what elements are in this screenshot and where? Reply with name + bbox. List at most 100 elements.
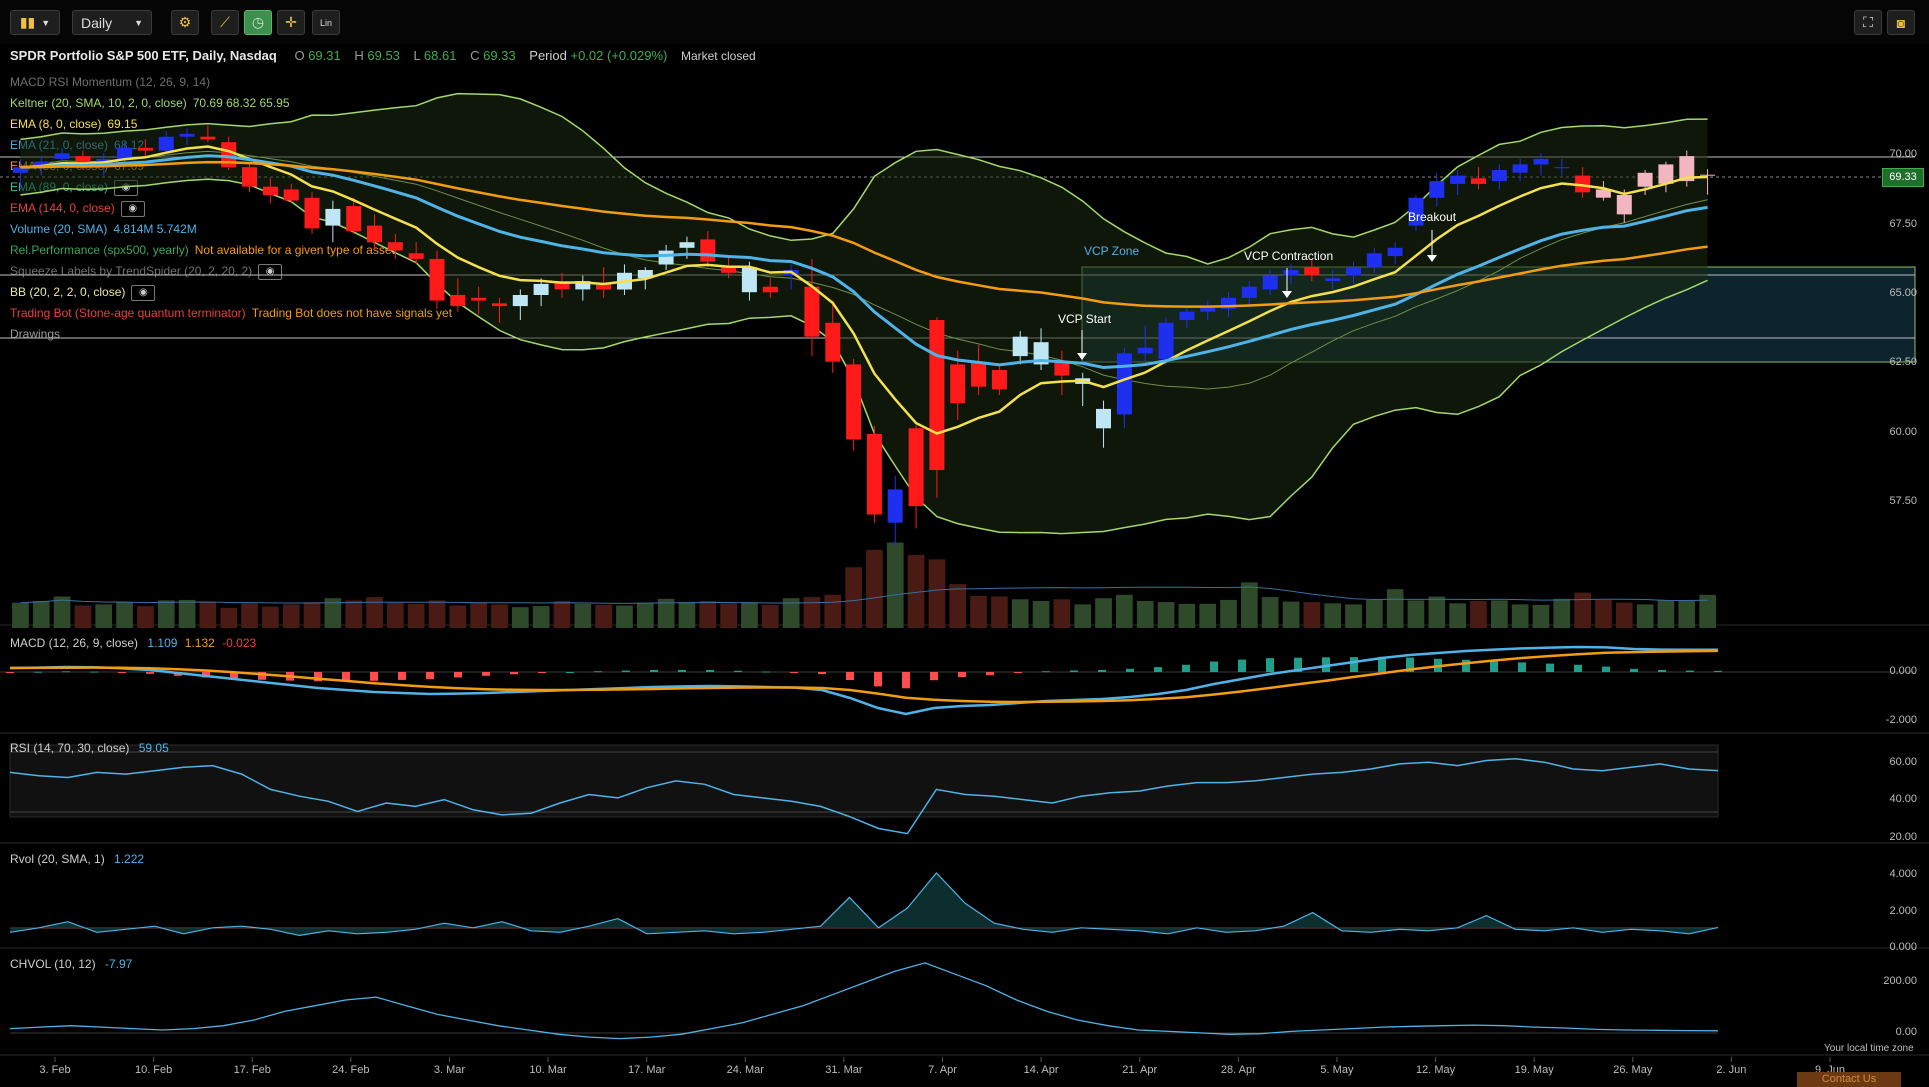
annotation-vcp-start: VCP Start — [1058, 312, 1112, 326]
overlay-row[interactable]: EMA (8, 0, close) 69.15 — [10, 117, 143, 131]
clock-button[interactable]: ◷ — [244, 10, 272, 35]
indicators-button[interactable]: ⟋ — [211, 10, 239, 35]
timeframe-label: Daily — [81, 14, 113, 31]
high-label: H — [354, 48, 364, 63]
time-tick-label: 3. Mar — [433, 1064, 466, 1076]
volume-bar — [1678, 601, 1696, 628]
macd-histogram-bar — [1714, 670, 1722, 672]
rvol-tick-0: 4.000 — [1889, 868, 1917, 880]
rsi-legend: RSI (14, 70, 30, close) 59.05 — [10, 741, 169, 755]
candle-body — [429, 258, 445, 301]
candle-body — [1658, 164, 1674, 184]
overlay-row[interactable]: Volume (20, SMA) 4.814M 5.742M — [10, 222, 203, 236]
macd-v2: 1.132 — [184, 636, 215, 650]
settings-button[interactable]: ⚙ — [171, 10, 199, 35]
candle-body — [283, 189, 299, 201]
candle-body — [1387, 247, 1403, 257]
overlay-row[interactable]: Keltner (20, SMA, 10, 2, 0, close) 70.69 … — [10, 96, 296, 110]
macd-histogram-bar — [1322, 657, 1330, 672]
fullscreen-button[interactable]: ⛶ — [1854, 10, 1882, 35]
volume-bar — [1511, 604, 1529, 628]
overlay-row[interactable]: Rel.Performance (spx500, yearly) Not avai… — [10, 243, 401, 257]
macd-histogram-bar — [958, 672, 966, 677]
annotation-arrowhead — [1077, 353, 1087, 360]
volume-bar — [1136, 601, 1154, 628]
candle-body — [1346, 267, 1361, 276]
timezone-label: Your local time zone — [1824, 1043, 1914, 1054]
volume-bar — [1386, 589, 1404, 628]
volume-bar — [1157, 602, 1175, 628]
volume-bar — [1595, 599, 1612, 628]
time-tick-label: 5. May — [1320, 1064, 1354, 1076]
fullscreen-icon: ⛶ — [1863, 14, 1873, 30]
overlay-label: Trading Bot (Stone-age quantum terminato… — [10, 306, 246, 320]
rsi-label: RSI (14, 70, 30, close) — [10, 741, 130, 755]
volume-bar — [1449, 603, 1466, 629]
volume-bar — [1699, 594, 1716, 628]
high-value: 69.53 — [367, 48, 400, 63]
overlay-row[interactable]: Trading Bot (Stone-age quantum terminato… — [10, 306, 458, 320]
volume-bar — [1615, 602, 1633, 628]
chart-type-button[interactable]: ▮▮ ▼ — [10, 10, 60, 35]
volume-bar — [366, 597, 383, 628]
visibility-eye-icon[interactable]: ◉ — [120, 201, 145, 217]
crosshair-button[interactable]: ✛ — [277, 10, 305, 35]
macd-histogram-bar — [398, 672, 406, 680]
timeframe-select[interactable]: Daily ▼ — [72, 10, 152, 35]
rsi-band — [9, 744, 1719, 818]
volume-bar — [95, 604, 113, 628]
volume-bar — [595, 604, 612, 628]
candle-body — [1241, 286, 1257, 298]
candle-body — [450, 295, 466, 307]
chvol-legend: CHVOL (10, 12) -7.97 — [10, 957, 132, 971]
overlay-row[interactable]: EMA (144, 0, close) ◉ — [10, 201, 151, 217]
macd-histogram-bar — [790, 672, 798, 673]
overlay-row[interactable]: MACD RSI Momentum (12, 26, 9, 14) — [10, 75, 216, 89]
scale-button[interactable]: Lin — [312, 10, 340, 35]
rvol-value: 1.222 — [114, 852, 145, 866]
macd-histogram-bar — [118, 672, 126, 673]
visibility-eye-icon[interactable]: ◉ — [131, 285, 156, 301]
overlay-value: Trading Bot does not have signals yet — [251, 306, 453, 320]
candle-body — [1533, 158, 1549, 165]
volume-bar — [491, 604, 508, 628]
macd-histogram-bar — [1126, 668, 1134, 672]
volume-bar — [470, 602, 487, 628]
overlay-label: Keltner (20, SMA, 10, 2, 0, close) — [10, 96, 187, 110]
candle-body — [637, 270, 653, 279]
contact-us-button[interactable]: Contact Us — [1797, 1072, 1901, 1087]
volume-bar — [199, 601, 217, 628]
period-label: Period — [529, 48, 567, 63]
candle-body — [1408, 197, 1424, 226]
volume-bar — [553, 601, 571, 628]
volume-bar — [1241, 582, 1258, 628]
macd-histogram-bar — [846, 672, 854, 680]
snapshot-button[interactable]: ◙ — [1887, 10, 1915, 35]
candle-body — [1096, 408, 1111, 429]
macd-histogram-bar — [706, 670, 714, 672]
visibility-eye-icon[interactable]: ◉ — [258, 264, 283, 280]
candle-body — [33, 161, 49, 168]
overlay-row[interactable]: BB (20, 2, 2, 0, close) ◉ — [10, 285, 161, 301]
macd-histogram-bar — [146, 672, 154, 674]
macd-histogram-bar — [1574, 664, 1582, 672]
overlay-label: EMA (8, 0, close) — [10, 117, 102, 131]
volume-bar — [157, 600, 175, 628]
time-tick-label: 7. Apr — [928, 1064, 957, 1076]
volume-bar — [1220, 599, 1237, 628]
time-tick-label: 31. Mar — [825, 1064, 863, 1076]
macd-histogram-bar — [1210, 661, 1218, 672]
price-tick-label: 62.50 — [1889, 356, 1917, 369]
chart-canvas[interactable]: VCP Zone VCP Start VCP Contraction Breakout — [0, 44, 1929, 1087]
upper-band-line — [20, 92, 1708, 265]
volume-bar — [866, 549, 883, 628]
volume-bar — [345, 600, 363, 628]
market-status: Market closed — [680, 49, 756, 63]
volume-bar — [699, 601, 717, 628]
candle-body — [1491, 170, 1507, 182]
candle-body — [200, 136, 216, 140]
candle-body — [887, 489, 903, 523]
macd-histogram-bar — [1378, 656, 1386, 672]
candle-body — [1200, 306, 1216, 312]
volume-bar — [532, 606, 550, 628]
